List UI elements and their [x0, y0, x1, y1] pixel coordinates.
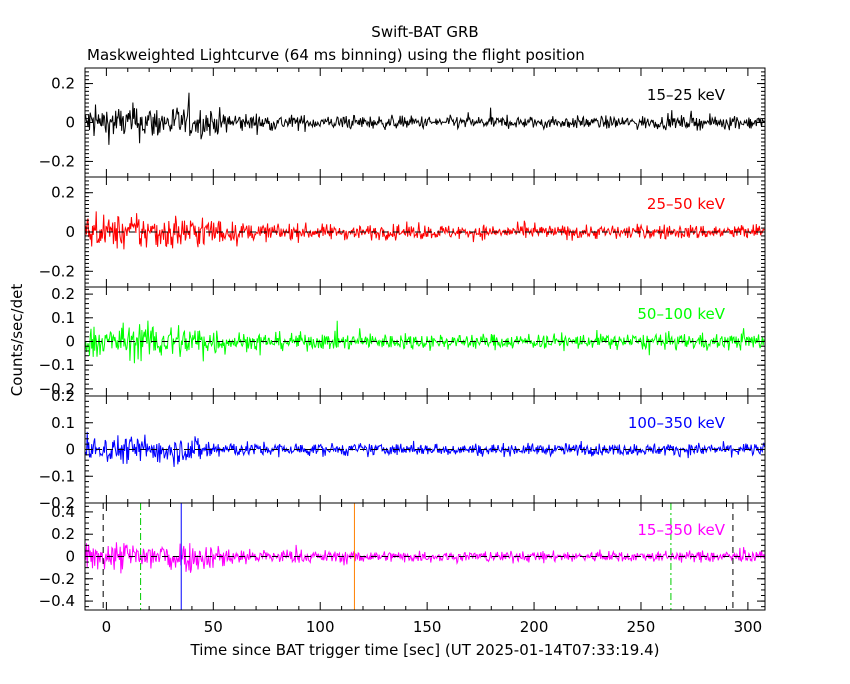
y-tick-label: 0.2 [51, 285, 75, 303]
y-tick-label: 0 [65, 114, 75, 132]
x-tick-label: 100 [306, 618, 335, 636]
y-tick-label: 0 [65, 548, 75, 566]
x-tick-label: 0 [102, 618, 112, 636]
y-tick-label: 0 [65, 223, 75, 241]
series-label-4: 100–350 keV [628, 414, 726, 432]
series-line-2 [85, 211, 765, 250]
x-tick-label: 50 [204, 618, 223, 636]
chart-title: Swift-BAT GRB [371, 23, 478, 41]
series-line-3 [85, 320, 765, 364]
y-tick-label: 0.1 [51, 309, 75, 327]
panel-1: −0.2 0 0.2 15–25 keV [39, 67, 766, 178]
series-line-1 [85, 92, 765, 145]
panel-2: −0.2 0 0.2 25–50 keV [39, 176, 766, 288]
series-line-4 [85, 431, 765, 467]
series-label-2: 25–50 keV [647, 195, 726, 213]
y-axis-label: Counts/sec/det [8, 284, 26, 397]
panel-3: −0.2 −0.1 0 0.1 0.2 50–100 keV [39, 285, 766, 398]
panel-4: −0.2 −0.1 0 0.1 0.2 100–350 keV [39, 387, 766, 512]
x-tick-label: 250 [627, 618, 656, 636]
y-tick-label: 0 [65, 333, 75, 351]
x-tick-label: 300 [734, 618, 763, 636]
y-tick-label: 0.2 [51, 387, 75, 405]
y-tick-label: −0.2 [39, 152, 75, 170]
y-tick-label: −0.2 [39, 494, 75, 512]
y-tick-label: 0.2 [51, 184, 75, 202]
panels-group: −0.200.215–25 keV−0.200.225–50 keV−0.2−0… [39, 67, 766, 636]
x-tick-label: 200 [520, 618, 549, 636]
y-tick-label: 0.2 [51, 75, 75, 93]
chart-subtitle: Maskweighted Lightcurve (64 ms binning) … [87, 46, 585, 64]
y-tick-label: −0.1 [39, 356, 75, 374]
y-tick-label: −0.2 [39, 570, 75, 588]
y-tick-label: −0.2 [39, 380, 75, 398]
x-axis-label: Time since BAT trigger time [sec] (UT 20… [190, 641, 660, 659]
series-label-1: 15–25 keV [647, 86, 726, 104]
series-label-3: 50–100 keV [637, 305, 725, 323]
x-tick-label: 150 [413, 618, 442, 636]
y-tick-label: −0.4 [39, 592, 75, 610]
y-tick-label: 0.2 [51, 525, 75, 543]
series-label-5: 15–350 keV [637, 521, 725, 539]
panel-5: −0.4 −0.2 0 0.2 0.4 15–350 keV [39, 502, 766, 611]
y-tick-label: 0.4 [51, 503, 75, 521]
y-tick-label: −0.2 [39, 262, 75, 280]
y-tick-label: 0 [65, 441, 75, 459]
series-line-5 [85, 542, 765, 574]
y-tick-label: −0.1 [39, 467, 75, 485]
y-tick-label: 0.1 [51, 414, 75, 432]
